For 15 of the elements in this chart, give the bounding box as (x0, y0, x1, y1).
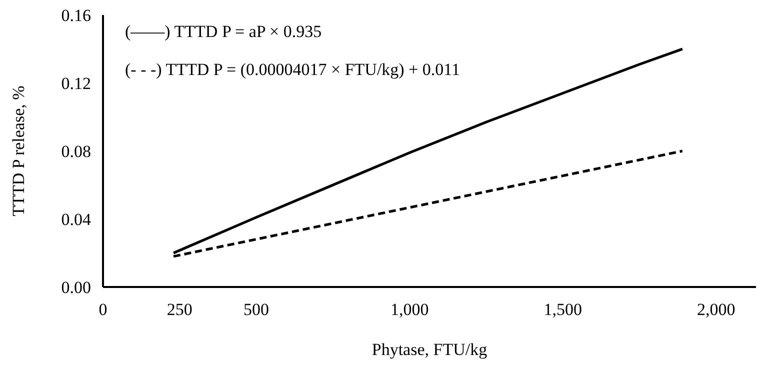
x-tick-label: 2,000 (697, 300, 736, 319)
x-tick-label: 1,000 (390, 300, 429, 319)
y-tick-label: 0.04 (61, 210, 92, 229)
x-tick-label: 0 (98, 300, 108, 319)
x-tick-label: 1,500 (544, 300, 582, 319)
annotation: (- - -) TTTD P = (0.00004017 × FTU/kg) + 0.011 (125, 60, 460, 79)
y-tick-label: 0.00 (61, 278, 91, 297)
y-tick-label: 0.16 (61, 6, 91, 25)
x-tick-label: 250 (166, 300, 192, 319)
y-tick-label: 0.08 (61, 142, 91, 161)
y-axis-title: TTTD P release, % (9, 86, 28, 216)
y-tick-label: 0.12 (61, 74, 91, 93)
annotation: (——) TTTD P = aP × 0.935 (125, 22, 322, 41)
x-axis-title: Phytase, FTU/kg (372, 340, 488, 359)
x-tick-label: 500 (244, 300, 270, 319)
